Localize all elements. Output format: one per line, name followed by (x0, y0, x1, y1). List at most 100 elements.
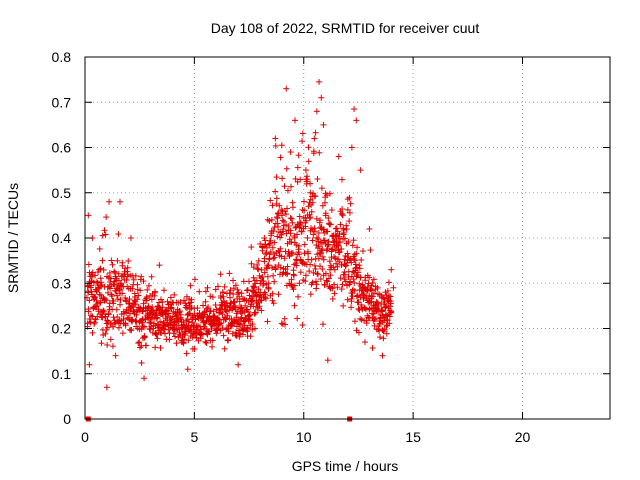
data-point (268, 216, 275, 223)
gridlines (85, 57, 610, 419)
data-point (220, 299, 227, 306)
data-point (297, 269, 304, 276)
data-point (306, 268, 313, 275)
data-point (311, 262, 318, 269)
y-tick-label: 0.3 (52, 275, 72, 291)
data-point (111, 281, 118, 288)
data-point (334, 263, 341, 270)
data-point (115, 231, 122, 238)
data-point (196, 310, 203, 317)
data-point (128, 326, 135, 333)
data-point (262, 241, 269, 248)
data-point (386, 320, 393, 327)
data-point (209, 337, 216, 344)
data-point (276, 202, 283, 209)
data-point (297, 176, 304, 183)
y-tick-label: 0.8 (52, 49, 72, 65)
data-point (277, 264, 284, 271)
data-point (158, 329, 165, 336)
data-point (258, 266, 265, 273)
data-point (98, 279, 105, 286)
data-point (315, 229, 322, 236)
data-point (325, 215, 332, 222)
data-point (303, 217, 310, 224)
data-point (280, 226, 287, 233)
data-point (298, 228, 305, 235)
data-point (115, 270, 122, 277)
data-point (148, 296, 155, 303)
data-point (355, 329, 362, 336)
data-point (165, 310, 172, 317)
data-point (292, 117, 298, 124)
data-point (236, 320, 243, 327)
data-point (223, 308, 230, 315)
data-point (311, 228, 318, 235)
x-tick-label: 10 (296, 429, 312, 445)
data-point (278, 320, 285, 327)
data-point (274, 223, 281, 230)
data-point (240, 278, 247, 285)
data-point (310, 148, 317, 155)
data-point (100, 307, 107, 314)
data-point (183, 317, 190, 324)
data-point (265, 285, 272, 292)
data-point (334, 284, 341, 291)
data-point (337, 275, 344, 282)
data-point (146, 319, 153, 326)
data-point (188, 304, 195, 311)
data-point (316, 243, 323, 250)
data-point (152, 330, 159, 337)
data-point (277, 245, 284, 252)
data-point (331, 281, 338, 288)
data-point (295, 152, 302, 159)
data-point (318, 185, 325, 192)
data-point (264, 318, 271, 325)
data-point (344, 250, 351, 257)
data-point (114, 257, 121, 264)
data-point (103, 297, 110, 304)
data-point (348, 144, 355, 151)
y-tick-label: 0 (63, 411, 71, 427)
data-point (325, 238, 332, 245)
data-point (312, 265, 319, 272)
data-point (176, 308, 183, 315)
data-point (322, 270, 329, 277)
data-point (356, 262, 363, 269)
data-point (275, 291, 282, 298)
data-point (264, 273, 271, 280)
data-point (313, 215, 320, 222)
data-point (261, 255, 268, 262)
data-point (351, 257, 358, 264)
data-point (135, 292, 142, 299)
data-point (147, 326, 154, 333)
data-point (287, 149, 294, 156)
data-point (338, 176, 345, 183)
data-point (219, 289, 226, 296)
data-point (114, 296, 121, 303)
data-point (214, 316, 221, 323)
data-point (362, 306, 369, 313)
data-points (83, 78, 397, 422)
data-point (99, 232, 106, 239)
data-point (135, 340, 142, 347)
data-point (134, 296, 141, 303)
data-point (380, 328, 387, 335)
data-point (290, 250, 297, 257)
data-point (309, 279, 316, 286)
data-point (386, 313, 393, 320)
data-point (92, 316, 99, 323)
data-point (220, 293, 227, 300)
data-point (104, 324, 111, 331)
data-point (267, 238, 274, 245)
data-point (335, 249, 342, 256)
data-point (287, 230, 294, 237)
data-point (302, 272, 309, 279)
data-point (324, 242, 331, 249)
data-point (123, 277, 130, 284)
data-point (235, 289, 242, 296)
data-point (327, 266, 333, 273)
data-point (119, 290, 126, 297)
data-point (270, 272, 277, 279)
data-point (151, 292, 158, 299)
data-point (281, 255, 288, 262)
